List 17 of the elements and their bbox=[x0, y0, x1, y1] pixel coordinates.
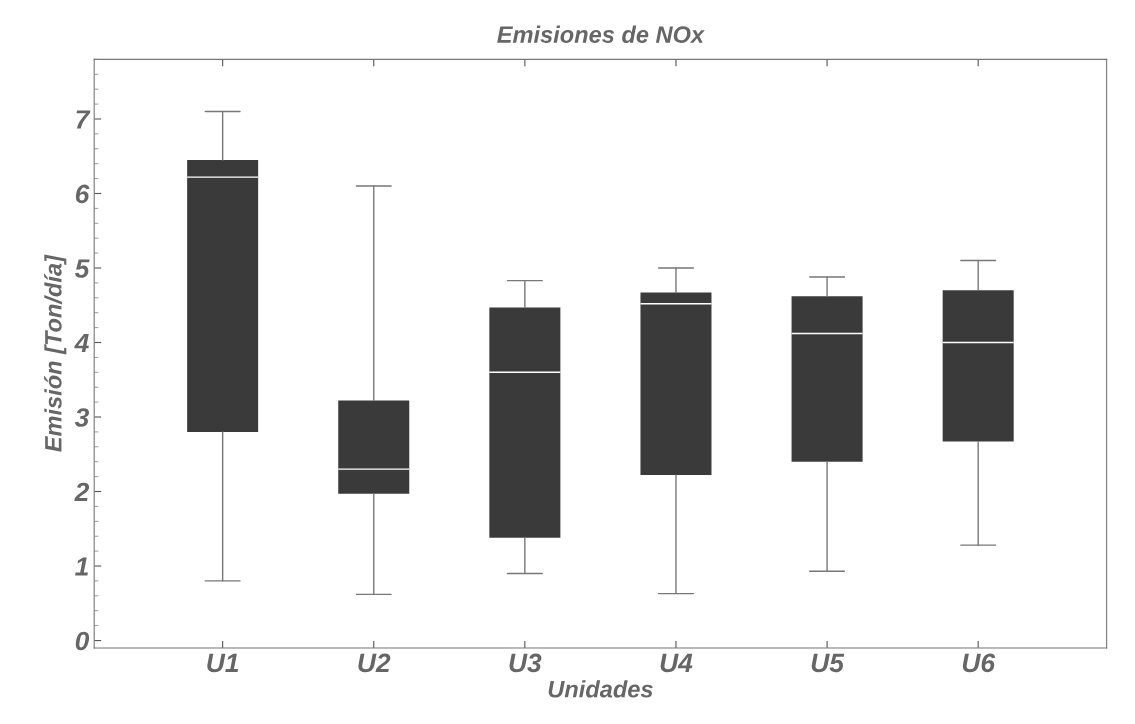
y-tick-label: 6 bbox=[75, 184, 90, 204]
y-tick-label: 0 bbox=[75, 631, 90, 651]
x-tick-label: U4 bbox=[660, 653, 693, 673]
y-tick-label: 2 bbox=[74, 482, 90, 502]
x-tick-label: U2 bbox=[358, 653, 391, 673]
y-tick-label: 7 bbox=[76, 110, 91, 129]
y-tick-label: 1 bbox=[75, 557, 88, 576]
y-axis-title: Emisión [Ton/día] bbox=[44, 254, 67, 452]
x-tick-label: U3 bbox=[509, 653, 542, 673]
y-tick-label: 5 bbox=[74, 259, 90, 278]
y-tick-label: 3 bbox=[74, 408, 90, 427]
x-tick-label: U5 bbox=[811, 653, 845, 673]
y-tick-label: 4 bbox=[74, 333, 89, 353]
chart-title: Emisiones de NOx bbox=[497, 25, 705, 43]
x-tick-label: U1 bbox=[207, 653, 239, 673]
x-tick-label: U6 bbox=[962, 653, 996, 673]
x-axis-title: Unidades bbox=[548, 680, 653, 698]
